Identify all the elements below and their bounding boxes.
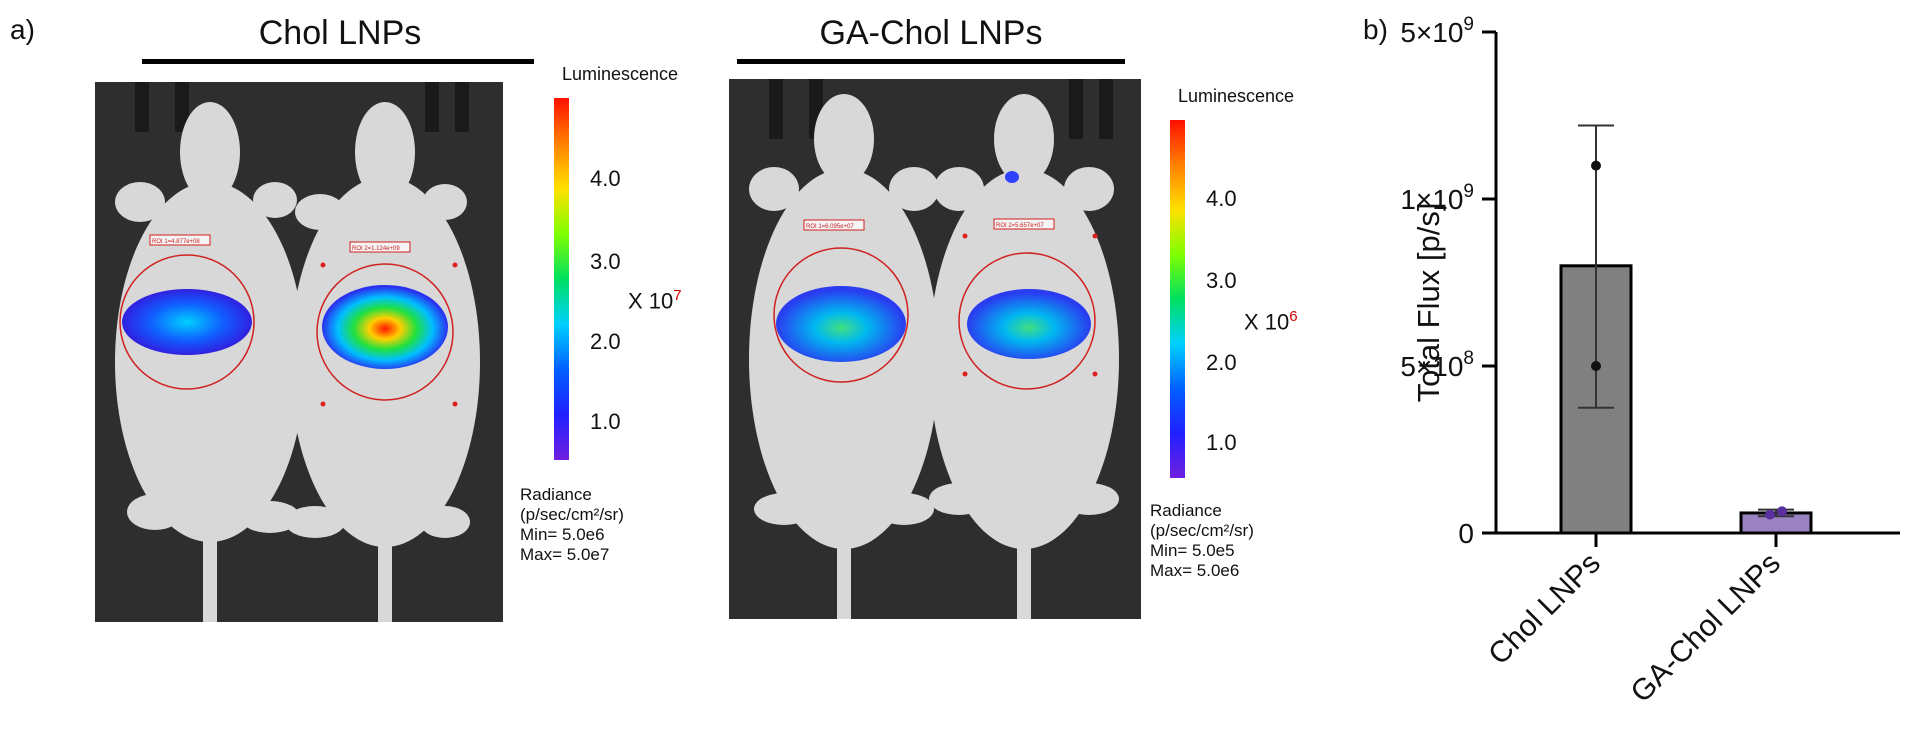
ga-chol-radiance-info: Radiance (p/sec/cm²/sr) Min= 5.0e5 Max= … [1150, 501, 1254, 580]
ga-chol-scale-title: Luminescence [1178, 86, 1295, 106]
x-tick-label: Chol LNPs [1482, 547, 1607, 672]
ga-chol-color-scale [1170, 120, 1185, 478]
data-point [1591, 160, 1601, 171]
roi-2-label: ROI 2=1.124e+09 [352, 246, 400, 252]
data-point [1777, 506, 1787, 517]
chol-scale-tick: 4.0 [590, 166, 621, 191]
data-point [1765, 509, 1775, 520]
chol-scale-tick: 1.0 [590, 409, 621, 434]
chol-scale-title: Luminescence [562, 64, 679, 84]
chol-lnps-title: Chol LNPs [258, 14, 422, 52]
panel-a-label: a) [10, 14, 35, 45]
y-tick-label: 1×109 [1400, 181, 1474, 215]
chol-scale-tick: 2.0 [590, 329, 621, 354]
y-tick-label: 5×108 [1400, 348, 1474, 382]
ga-chol-scale-multiplier: X 106 [1244, 308, 1298, 335]
chol-scale-tick: 3.0 [590, 249, 621, 274]
chol-color-scale [554, 98, 569, 460]
ga-chol-lnps-title-bar [737, 59, 1125, 64]
data-point [1591, 361, 1601, 371]
ga-chol-scale-tick: 2.0 [1206, 350, 1237, 375]
y-axis-label: Total Flux [p/s] [1411, 203, 1446, 403]
roi-1-label: ROI 1=6.095e+07 [806, 224, 854, 230]
roi-1-label: ROI 1=4.877e+08 [152, 239, 200, 245]
chol-radiance-info: Radiance (p/sec/cm²/sr) Min= 5.0e6 Max= … [520, 485, 624, 564]
chol-scale-multiplier: X 107 [628, 287, 682, 314]
ga-chol-lnps-title: GA-Chol LNPs [819, 14, 1043, 52]
roi-2-label: ROI 2=5.657e+07 [996, 223, 1044, 229]
y-tick-label: 0 [1458, 518, 1474, 549]
ga-chol-scale-tick: 1.0 [1206, 430, 1237, 455]
x-tick-label: GA-Chol LNPs [1625, 547, 1787, 709]
panel-b-label: b) [1363, 14, 1388, 45]
y-tick-label: 1.5×109 [1400, 14, 1474, 48]
chol-lnps-title-bar [142, 59, 534, 64]
total-flux-bar-chart: 0 5×108 1×109 1.5×109 Total Flux [p/s] Chol L… [1400, 14, 1900, 709]
ga-chol-scale-tick: 4.0 [1206, 186, 1237, 211]
ga-chol-lnps-mouse-image: ROI 1=6.095e+07 ROI 2=5.657e+07 [729, 79, 1141, 619]
chol-lnps-mouse-image: ROI 1=4.877e+08 ROI 2=1.124e+09 [95, 82, 503, 622]
ga-chol-scale-tick: 3.0 [1206, 268, 1237, 293]
